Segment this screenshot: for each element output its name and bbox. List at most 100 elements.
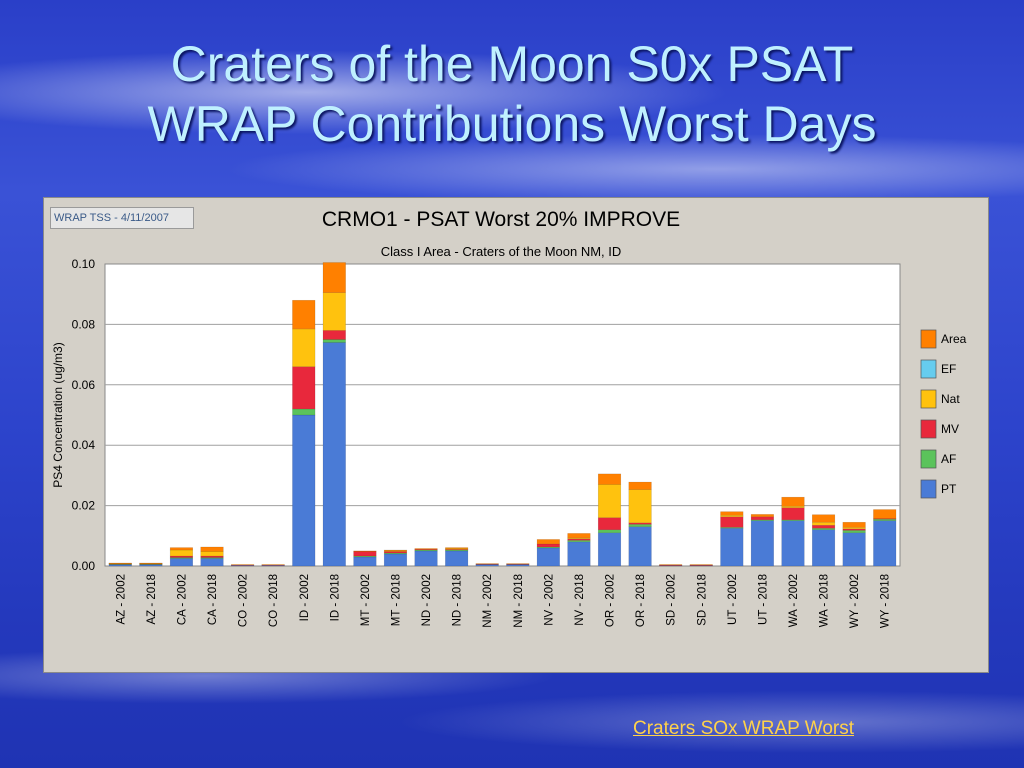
legend-label-mv: MV [941, 422, 959, 436]
chart-title: CRMO1 - PSAT Worst 20% IMPROVE [322, 208, 680, 231]
bars-layer [108, 262, 897, 567]
bar-segment-af [597, 529, 622, 534]
bar-segment-area [506, 563, 530, 565]
bar-segment-area [873, 509, 897, 519]
x-tick-label: SD - 2018 [696, 574, 708, 626]
legend-label-ef: EF [941, 362, 956, 376]
bar-segment-area [720, 511, 744, 516]
bar-segment-area [108, 562, 132, 564]
chart-panel: WRAP TSS - 4/11/2007 CRMO1 - PSAT Worst … [43, 197, 989, 673]
bar-segment-nat [169, 549, 194, 557]
legend-swatch-area [920, 329, 937, 349]
bar-segment-pt [811, 529, 836, 567]
bar-segment-mv [322, 330, 346, 340]
bar-segment-area [200, 546, 224, 552]
bar-segment-mv [292, 366, 316, 410]
legend-swatch-pt [920, 479, 937, 499]
x-tick-label: CO - 2018 [268, 574, 280, 627]
bar-segment-pt [842, 532, 866, 567]
bar-segment-area [567, 533, 591, 539]
bar-segment-area [261, 564, 285, 566]
footer-link[interactable]: Craters SOx WRAP Worst [633, 718, 854, 739]
y-tick-label: 0.08 [72, 317, 96, 331]
x-tick-label: UT - 2002 [727, 574, 739, 625]
bar-segment-pt [383, 553, 408, 567]
bar-segment-area [322, 262, 346, 293]
x-tick-label: MT - 2018 [390, 574, 402, 626]
bar-segment-af [292, 408, 316, 416]
legend-swatch-nat [920, 389, 937, 409]
x-tick-label: ND - 2018 [452, 574, 464, 626]
stacked-bar-chart: CRMO1 - PSAT Worst 20% IMPROVE Class I A… [51, 208, 967, 628]
y-tick-label: 0.04 [72, 438, 96, 452]
chart-subtitle: Class I Area - Craters of the Moon NM, I… [381, 244, 622, 259]
x-tick-label: MT - 2002 [360, 574, 372, 626]
legend-label-area: Area [941, 332, 967, 346]
x-ticks: AZ - 2002 AZ - 2018 CA - 2002 CA - 2018 CO -… [115, 574, 891, 628]
bar-segment-area [231, 564, 255, 566]
bar-segment-nat [628, 489, 652, 524]
bar-segment-area [842, 521, 866, 528]
bar-segment-pt [200, 558, 224, 567]
x-tick-label: WA - 2018 [819, 574, 831, 627]
x-tick-label: WY - 2002 [849, 574, 861, 628]
bar-segment-nat [200, 551, 224, 557]
legend-label-nat: Nat [941, 392, 960, 406]
legend-label-pt: PT [941, 482, 957, 496]
bar-segment-pt [873, 520, 897, 567]
bar-segment-pt [720, 528, 744, 567]
x-tick-label: UT - 2018 [757, 574, 769, 625]
bar-segment-mv [536, 543, 560, 548]
bar-segment-mv [720, 516, 744, 528]
bar-segment-area [445, 547, 469, 549]
bar-segment-nat [322, 292, 346, 331]
x-tick-label: AZ - 2002 [115, 574, 127, 625]
bar-segment-area [169, 547, 194, 551]
x-tick-label: AZ - 2018 [146, 574, 158, 625]
bar-segment-area [750, 514, 774, 518]
bar-segment-area [414, 548, 438, 550]
bar-segment-mv [811, 524, 836, 529]
legend-swatch-af [920, 449, 937, 469]
bar-segment-area [292, 299, 316, 330]
x-tick-label: NM - 2002 [482, 574, 494, 628]
bar-segment-area [353, 550, 377, 552]
bar-segment-pt [169, 558, 194, 567]
x-tick-label: NM - 2018 [513, 574, 525, 628]
bar-segment-area [139, 562, 163, 564]
bar-segment-pt [781, 520, 805, 567]
bar-segment-area [628, 481, 652, 490]
bar-segment-area [781, 496, 805, 507]
bar-segment-pt [353, 556, 377, 567]
x-tick-label: NV - 2018 [574, 574, 586, 626]
tss-badge: WRAP TSS - 4/11/2007 [50, 207, 194, 229]
x-tick-label: ND - 2002 [421, 574, 433, 626]
legend-label-af: AF [941, 452, 956, 466]
bar-segment-pt [414, 550, 438, 567]
x-tick-label: CA - 2002 [176, 574, 188, 625]
y-tick-label: 0.00 [72, 559, 96, 573]
bar-segment-area [689, 564, 713, 566]
bar-segment-af [842, 530, 866, 534]
x-tick-label: CO - 2002 [238, 574, 250, 627]
bar-segment-area [536, 539, 560, 545]
bar-segment-area [659, 564, 683, 566]
x-tick-label: OR - 2002 [605, 574, 617, 627]
bar-segment-mv [750, 516, 774, 521]
bar-segment-pt [292, 414, 316, 567]
y-tick-label: 0.02 [72, 499, 96, 513]
x-tick-label: NV - 2002 [543, 574, 555, 626]
bar-segment-nat [597, 484, 622, 518]
slide-title-line1: Craters of the Moon S0x PSAT [170, 36, 854, 92]
x-tick-label: ID - 2002 [299, 574, 311, 621]
y-tick-label: 0.06 [72, 378, 96, 392]
slide-title-line2: WRAP Contributions Worst Days [147, 96, 877, 152]
bar-segment-area [383, 549, 408, 551]
x-tick-label: WY - 2018 [880, 574, 892, 628]
bar-segment-af [628, 524, 652, 527]
bar-segment-pt [322, 342, 346, 567]
bar-segment-pt [628, 526, 652, 567]
bar-segment-area [811, 514, 836, 523]
bar-segment-pt [750, 520, 774, 567]
y-axis-label: PS4 Concentration (ug/m3) [51, 342, 65, 487]
